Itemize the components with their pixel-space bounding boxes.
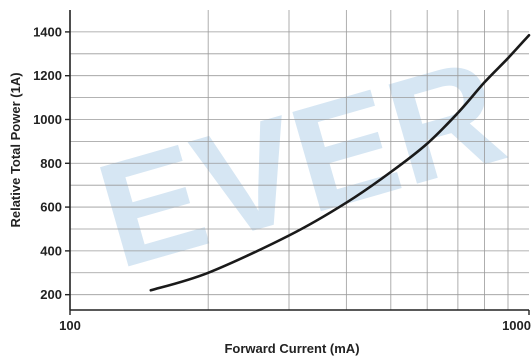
watermark-layer: EVER: [81, 26, 520, 300]
series-line: [149, 33, 531, 292]
y-tick-label: 1200: [33, 68, 62, 83]
axes: [69, 10, 529, 311]
y-tick-label: 200: [40, 287, 62, 302]
watermark-text: EVER: [81, 26, 520, 300]
y-axis-label: Relative Total Power (1A): [8, 72, 23, 227]
x-axis-label: Forward Current (mA): [224, 341, 359, 356]
x-tick-label: 100: [59, 318, 81, 333]
y-tick-label: 1400: [33, 24, 62, 39]
x-tick-label: 1000: [502, 318, 531, 333]
y-tick-label: 400: [40, 243, 62, 258]
y-tick-label: 800: [40, 156, 62, 171]
y-tick-label: 1000: [33, 112, 62, 127]
tick-labels: 200 400 600 800 1000 1200 1400 100 1000: [33, 24, 531, 333]
y-tick-label: 600: [40, 200, 62, 215]
series-layer: [149, 33, 531, 292]
